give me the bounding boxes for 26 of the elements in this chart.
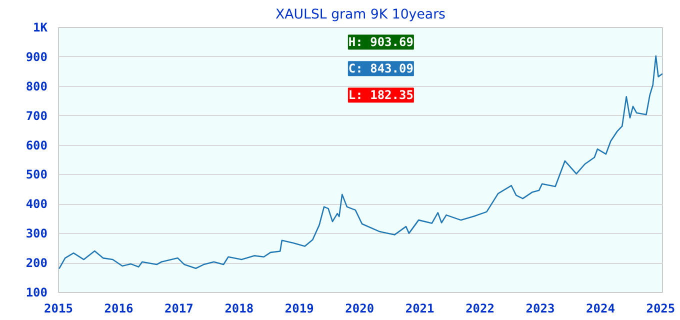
x-tick-label: 2021	[405, 302, 434, 316]
y-tick-label: 500	[26, 168, 48, 182]
x-tick-label: 2023	[526, 302, 555, 316]
x-tick-label: 2025	[646, 302, 676, 316]
x-tick-label: 2017	[164, 302, 194, 316]
chart-title: XAULSL gram 9K 10years	[276, 8, 446, 22]
line-series	[58, 55, 662, 270]
y-tick-label: 100	[26, 286, 48, 300]
x-tick-label: 2018	[224, 302, 254, 316]
annotation: L: 182.35	[348, 88, 414, 102]
y-tick-label: 600	[26, 138, 48, 152]
y-tick-label: 900	[26, 50, 48, 64]
annotation: H: 903.69	[348, 35, 414, 50]
y-tick-label: 400	[26, 197, 48, 212]
y-tick-label: 700	[26, 108, 48, 123]
y-tick-label: 800	[26, 79, 48, 94]
y-tick-label: 200	[26, 256, 48, 270]
x-tick-label: 2020	[345, 302, 374, 316]
x-tick-label: 2019	[284, 302, 314, 316]
x-tick-label: 2024	[586, 302, 615, 316]
annotation: C: 843.09	[348, 62, 414, 76]
x-tick-label: 2016	[104, 302, 134, 316]
x-tick-label: 2015	[44, 302, 73, 316]
x-tick-label: 2022	[466, 302, 494, 316]
y-tick-label: 300	[26, 226, 48, 241]
y-tick-label: 1K	[33, 20, 48, 34]
